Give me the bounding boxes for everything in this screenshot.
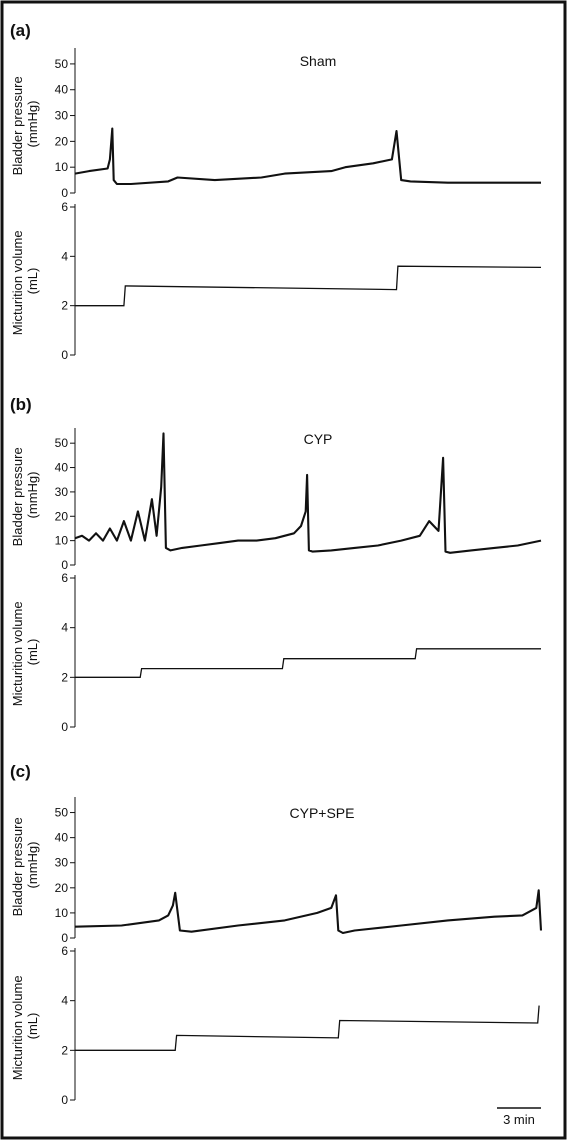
panel-c-pressure-ylabel: Bladder pressure (mmHg) <box>10 814 40 917</box>
panel-c-volume-ylabel-line2: (mL) <box>25 1013 40 1040</box>
panel-b-volume-tick-label-2: 2 <box>61 670 68 684</box>
panel-c-volume-tick-label-2: 2 <box>61 1043 68 1057</box>
panel-c-pressure-tick-label-20: 20 <box>55 881 69 895</box>
panel-c-pressure-tick-label-0: 0 <box>61 931 68 945</box>
panel-c-pressure-tick-label-30: 30 <box>55 856 69 870</box>
panel-b-volume-trace <box>75 648 541 678</box>
panel-a-pressure-tick-label-20: 20 <box>55 134 69 148</box>
panel-a-pressure-tick-label-50: 50 <box>55 57 69 71</box>
scale-bar-label: 3 min <box>503 1112 535 1127</box>
panel-a-label: (a) <box>10 21 31 40</box>
panel-b-volume-ylabel: Micturition volume (mL) <box>10 598 40 706</box>
panel-b-pressure-ylabel-line1: Bladder pressure <box>10 447 25 546</box>
panel-a-volume-ylabel: Micturition volume (mL) <box>10 227 40 335</box>
panel-a-volume-ylabel-line2: (mL) <box>25 268 40 295</box>
panel-b-pressure-ylabel: Bladder pressure (mmHg) <box>10 444 40 547</box>
panel-a-pressure-tick-label-30: 30 <box>55 109 69 123</box>
panel-c-label: (c) <box>10 762 31 781</box>
panel-b-volume-axis: 0 2 4 6 <box>61 571 76 734</box>
panel-b-volume-ylabel-line2: (mL) <box>25 639 40 666</box>
panel-b-pressure-tick-label-40: 40 <box>55 461 69 475</box>
panel-a-volume-tick-label-4: 4 <box>61 249 68 263</box>
panel-c-pressure-tick-label-40: 40 <box>55 831 69 845</box>
panel-a-volume-tick-label-6: 6 <box>61 200 68 214</box>
panel-c-pressure-ylabel-line1: Bladder pressure <box>10 817 25 916</box>
panel-a-pressure-ylabel-line2: (mmHg) <box>25 101 40 148</box>
panel-a-pressure-trace <box>74 127 541 186</box>
panel-a-volume-tick-label-0: 0 <box>61 348 68 362</box>
panel-a-pressure-tick-label-0: 0 <box>61 186 68 200</box>
panel-b-title: CYP <box>304 431 333 447</box>
panel-b-volume-ylabel-line1: Micturition volume <box>10 601 25 706</box>
panel-b: (b) CYP 0 10 20 30 40 50 0 2 4 6 Bladder pressur… <box>10 395 542 734</box>
panel-b-volume-tick-label-0: 0 <box>61 720 68 734</box>
panel-b-pressure-axis: 0 10 20 30 40 50 <box>55 428 76 572</box>
panel-a-volume-tick-label-2: 2 <box>61 299 68 313</box>
panel-a-volume-trace <box>75 265 542 307</box>
panel-c-pressure-tick-label-10: 10 <box>55 906 69 920</box>
panel-b-pressure-tick-label-10: 10 <box>55 534 69 548</box>
panel-a: (a) Sham 0 10 20 30 40 50 0 2 4 6 Bladder pressu… <box>10 21 542 362</box>
panel-c-pressure-axis: 0 10 20 30 40 50 <box>55 797 76 945</box>
panel-b-pressure-tick-label-30: 30 <box>55 485 69 499</box>
panel-c-pressure-trace <box>74 889 543 935</box>
panel-b-pressure-tick-label-50: 50 <box>55 436 69 450</box>
panel-b-pressure-ylabel-line2: (mmHg) <box>25 472 40 519</box>
panel-c-volume-ylabel-line1: Micturition volume <box>10 975 25 1080</box>
panel-b-label: (b) <box>10 395 32 414</box>
panel-b-pressure-trace <box>74 432 542 554</box>
panel-a-pressure-tick-label-40: 40 <box>55 83 69 97</box>
panel-c-pressure-tick-label-50: 50 <box>55 806 69 820</box>
panel-c-volume-axis: 0 2 4 6 <box>61 944 76 1107</box>
panel-b-volume-tick-label-4: 4 <box>61 621 68 635</box>
panel-a-volume-ylabel-line1: Micturition volume <box>10 230 25 335</box>
panel-a-pressure-ylabel: Bladder pressure (mmHg) <box>10 73 40 176</box>
panel-c-volume-tick-label-0: 0 <box>61 1093 68 1107</box>
panel-b-pressure-tick-label-20: 20 <box>55 509 69 523</box>
panel-c: (c) CYP+SPE 0 10 20 30 40 50 0 2 4 6 Bladder pre… <box>10 762 543 1107</box>
panel-b-volume-tick-label-6: 6 <box>61 571 68 585</box>
panel-a-title: Sham <box>300 53 337 69</box>
panel-b-pressure-tick-label-0: 0 <box>61 558 68 572</box>
panel-a-pressure-axis: 0 10 20 30 40 50 <box>55 48 76 200</box>
panel-a-pressure-tick-label-10: 10 <box>55 160 69 174</box>
panel-a-pressure-ylabel-line1: Bladder pressure <box>10 76 25 175</box>
panel-c-volume-trace <box>75 1005 540 1051</box>
panel-c-pressure-ylabel-line2: (mmHg) <box>25 842 40 889</box>
panel-c-volume-ylabel: Micturition volume (mL) <box>10 972 40 1080</box>
panel-c-volume-tick-label-6: 6 <box>61 944 68 958</box>
panel-c-title: CYP+SPE <box>290 805 355 821</box>
panel-c-volume-tick-label-4: 4 <box>61 994 68 1008</box>
panel-a-volume-axis: 0 2 4 6 <box>61 200 76 362</box>
